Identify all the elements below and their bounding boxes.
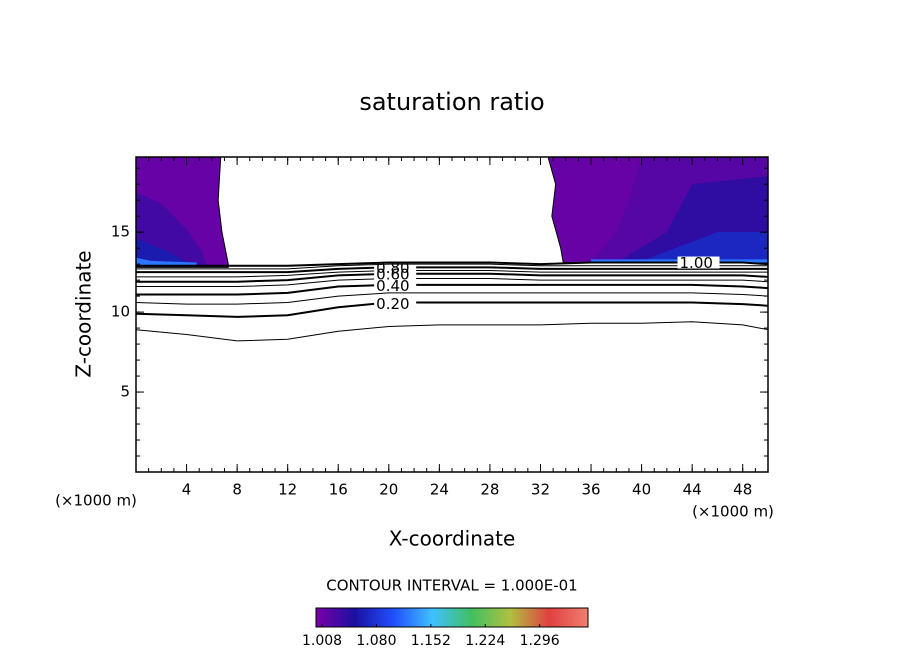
filled-region <box>136 257 197 266</box>
contour-label: 1.00 <box>680 254 713 272</box>
contour-line <box>136 292 768 305</box>
x-tick-label: 8 <box>232 481 242 499</box>
x-tick-label: 40 <box>632 481 651 499</box>
contour-line <box>136 270 768 278</box>
contour-line <box>136 278 768 288</box>
contour-line <box>136 283 768 296</box>
y-tick-label: 10 <box>111 303 130 321</box>
y-unit: (×1000 m) <box>55 492 137 510</box>
colorbar-tick-label: 1.224 <box>465 633 505 649</box>
colorbar-tick-label: 1.008 <box>302 633 342 649</box>
x-tick-label: 16 <box>329 481 348 499</box>
contour-label-bg <box>374 297 417 310</box>
x-tick-label: 32 <box>531 481 550 499</box>
colorbar-tick-label: 1.296 <box>520 633 560 649</box>
y-tick-label: 5 <box>120 383 130 401</box>
contour-line <box>136 266 768 274</box>
colorbar <box>315 607 589 628</box>
chart-title: saturation ratio <box>359 88 544 116</box>
filled-region <box>641 232 768 261</box>
x-tick-label: 4 <box>182 481 192 499</box>
x-tick-label: 44 <box>683 481 702 499</box>
contour-label: 0.60 <box>376 266 409 284</box>
contour-label-bg <box>374 279 417 292</box>
contour-line <box>136 301 768 318</box>
contour-line <box>136 321 768 342</box>
contour-label: 0.40 <box>376 277 409 295</box>
filled-region <box>136 238 193 266</box>
contour-line <box>136 272 768 283</box>
colorbar-tick-label: 1.152 <box>411 633 451 649</box>
y-axis-label: Z-coordinate <box>72 250 96 377</box>
x-tick-label: 20 <box>379 481 398 499</box>
contour-label: 0.20 <box>376 295 409 313</box>
x-tick-label: 28 <box>480 481 499 499</box>
x-tick-label: 24 <box>430 481 449 499</box>
x-tick-label: 12 <box>278 481 297 499</box>
x-tick-label: 48 <box>733 481 752 499</box>
contour-label: 0.80 <box>376 259 409 277</box>
y-tick-label: 15 <box>111 223 130 241</box>
x-tick-label: 36 <box>581 481 600 499</box>
colorbar-tick-label: 1.080 <box>356 633 396 649</box>
x-unit: (×1000 m) <box>692 503 774 521</box>
x-axis-label: X-coordinate <box>389 527 516 551</box>
plot-layer <box>136 157 768 342</box>
contour-label-bg <box>677 256 720 269</box>
contour-interval: CONTOUR INTERVAL = 1.000E-01 <box>326 577 577 595</box>
